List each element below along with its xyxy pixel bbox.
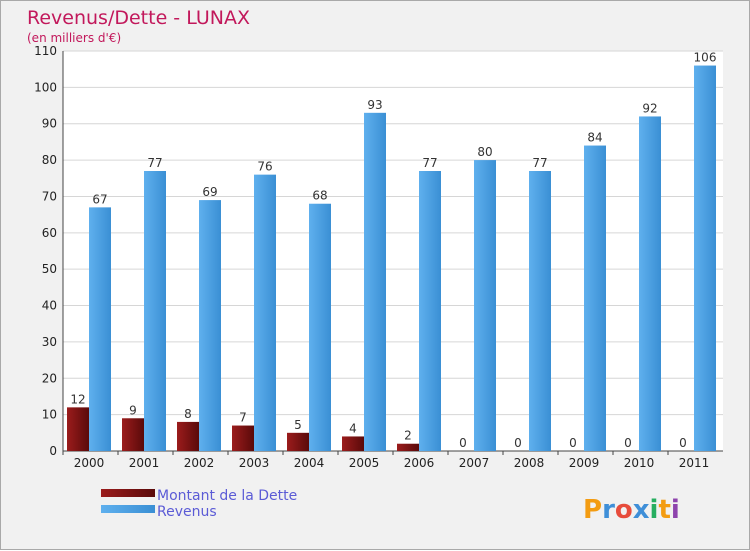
logo-letter: P [583, 495, 602, 525]
bar-revenus [199, 200, 221, 451]
data-label-dette: 0 [624, 436, 632, 450]
data-label-revenus: 69 [202, 185, 217, 199]
legend-swatch-revenus [101, 505, 155, 513]
data-label-dette: 8 [184, 407, 192, 421]
bar-revenus [144, 171, 166, 451]
y-tick-label: 0 [49, 444, 57, 458]
data-label-revenus: 93 [367, 98, 382, 112]
chart-subtitle: (en milliers d'€) [27, 31, 121, 45]
x-tick-label: 2007 [459, 456, 490, 470]
data-label-dette: 0 [679, 436, 687, 450]
data-label-revenus: 92 [642, 101, 657, 115]
chart-title: Revenus/Dette - LUNAX [27, 7, 250, 29]
data-label-dette: 4 [349, 421, 357, 435]
x-tick-label: 2011 [679, 456, 710, 470]
y-tick-label: 110 [34, 44, 57, 58]
bar-revenus [694, 66, 716, 451]
legend-label-revenus: Revenus [157, 504, 217, 520]
x-tick-label: 2006 [404, 456, 435, 470]
bar-revenus [474, 160, 496, 451]
data-label-dette: 12 [70, 392, 85, 406]
bar-dette [67, 407, 89, 451]
data-label-revenus: 80 [477, 145, 492, 159]
data-label-revenus: 67 [92, 192, 107, 206]
logo-letter: r [602, 495, 615, 525]
bar-revenus [419, 171, 441, 451]
x-tick-label: 2010 [624, 456, 655, 470]
bar-dette [287, 433, 309, 451]
x-tick-label: 2008 [514, 456, 545, 470]
x-tick-label: 2005 [349, 456, 380, 470]
data-label-revenus: 106 [694, 51, 717, 65]
y-tick-label: 30 [42, 335, 57, 349]
y-tick-label: 20 [42, 371, 57, 385]
bar-revenus [364, 113, 386, 451]
data-label-dette: 7 [239, 411, 247, 425]
bar-dette [122, 418, 144, 451]
bar-revenus [254, 175, 276, 451]
data-label-dette: 0 [569, 436, 577, 450]
logo-letter: x [633, 495, 650, 525]
data-label-dette: 2 [404, 429, 412, 443]
logo-letter: i [671, 495, 680, 525]
bar-revenus [639, 116, 661, 451]
proxiti-logo: Proxiti [583, 495, 680, 525]
logo-letter: o [615, 495, 633, 525]
data-label-dette: 9 [129, 403, 137, 417]
x-tick-label: 2000 [74, 456, 105, 470]
legend-label-debt: Montant de la Dette [157, 488, 297, 504]
data-label-revenus: 77 [532, 156, 547, 170]
x-tick-label: 2002 [184, 456, 215, 470]
data-label-dette: 0 [459, 436, 467, 450]
y-tick-label: 60 [42, 226, 57, 240]
bar-dette [232, 426, 254, 451]
bar-dette [397, 444, 419, 451]
bar-revenus [584, 146, 606, 451]
y-tick-label: 50 [42, 262, 57, 276]
data-label-revenus: 77 [147, 156, 162, 170]
bar-dette [177, 422, 199, 451]
y-tick-label: 70 [42, 189, 57, 203]
logo-letter: i [650, 495, 659, 525]
data-label-dette: 0 [514, 436, 522, 450]
y-tick-label: 80 [42, 153, 57, 167]
data-label-revenus: 76 [257, 160, 272, 174]
legend-swatch-debt [101, 489, 155, 497]
data-label-revenus: 68 [312, 189, 327, 203]
logo-letter: t [658, 495, 670, 525]
y-tick-label: 90 [42, 117, 57, 131]
bar-revenus [89, 207, 111, 451]
x-tick-label: 2001 [129, 456, 160, 470]
data-label-revenus: 77 [422, 156, 437, 170]
bar-revenus [529, 171, 551, 451]
data-label-revenus: 84 [587, 131, 602, 145]
x-tick-label: 2009 [569, 456, 600, 470]
bar-revenus [309, 204, 331, 451]
x-tick-label: 2004 [294, 456, 325, 470]
x-tick-label: 2003 [239, 456, 270, 470]
bar-dette [342, 436, 364, 451]
y-tick-label: 10 [42, 408, 57, 422]
legend: Montant de la Dette Revenus [101, 488, 297, 520]
y-tick-label: 100 [34, 80, 57, 94]
data-label-dette: 5 [294, 418, 302, 432]
y-tick-label: 40 [42, 299, 57, 313]
